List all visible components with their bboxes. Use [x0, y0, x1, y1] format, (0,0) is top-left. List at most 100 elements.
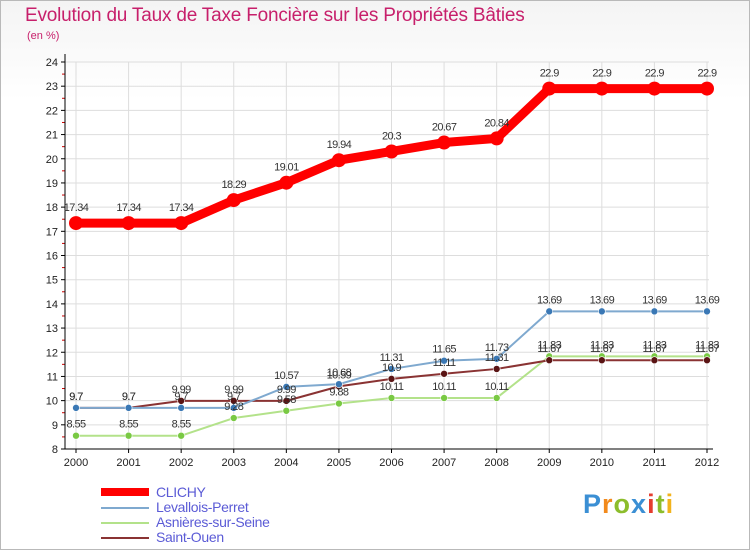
data-label-asnieres-sur-seine: 8.55 [172, 419, 191, 431]
chart-title: Evolution du Taux de Taxe Foncière sur l… [25, 5, 525, 26]
data-label-clichy: 22.9 [592, 68, 611, 80]
data-point-levallois-perret [177, 404, 185, 412]
data-point-clichy [542, 81, 557, 96]
x-tick-label: 2006 [379, 457, 403, 469]
logo-letter: t [655, 489, 666, 519]
data-point-asnieres-sur-seine [387, 394, 396, 402]
data-label-levallois-perret: 9.7 [69, 391, 83, 403]
data-point-levallois-perret [598, 307, 606, 316]
logo-letter: x [631, 489, 648, 519]
data-point-saint-ouen [282, 397, 291, 405]
data-point-clichy [647, 81, 662, 96]
data-label-asnieres-sur-seine: 11.83 [537, 339, 561, 351]
data-point-asnieres-sur-seine [177, 431, 185, 440]
y-tick-label: 24 [46, 57, 58, 69]
data-label-asnieres-sur-seine: 8.55 [119, 419, 138, 431]
data-label-saint-ouen: 9.7 [69, 391, 83, 403]
data-label-levallois-perret: 9.7 [174, 391, 188, 403]
data-point-clichy [594, 81, 609, 96]
data-point-saint-ouen [598, 356, 606, 365]
data-point-asnieres-sur-seine [492, 394, 501, 402]
gridlines [65, 61, 709, 450]
proxiti-logo: Proxiti [583, 489, 674, 520]
data-label-asnieres-sur-seine: 11.83 [590, 339, 614, 351]
data-label-saint-ouen: 9.99 [224, 384, 243, 396]
data-label-levallois-perret: 11.65 [432, 344, 456, 356]
data-label-asnieres-sur-seine: 9.58 [277, 394, 296, 406]
data-label-clichy: 17.34 [116, 202, 141, 214]
data-point-clichy [226, 193, 241, 208]
data-label-saint-ouen: 11.67 [695, 343, 719, 355]
data-point-clichy [700, 81, 714, 96]
y-tick-label: 16 [46, 251, 58, 263]
x-tick-label: 2008 [484, 457, 508, 469]
y-tick-label: 8 [52, 444, 58, 456]
data-label-clichy: 22.9 [697, 68, 716, 80]
legend-swatch-levallois-perret [101, 507, 149, 509]
legend-label-asnieres-sur-seine: Asnières-sur-Seine [156, 514, 270, 530]
data-label-clichy: 20.67 [432, 122, 457, 134]
data-point-saint-ouen [387, 375, 396, 383]
data-point-clichy [69, 216, 83, 231]
y-tick-label: 21 [46, 130, 58, 142]
data-point-saint-ouen [492, 365, 501, 373]
data-point-clichy [279, 175, 294, 190]
axes: 8 9 10 11 12 13 14 15 16 17 18 19 20 21 22 23 24 2000 2001… [46, 54, 719, 469]
data-point-levallois-perret [124, 404, 133, 412]
data-point-asnieres-sur-seine [72, 431, 80, 440]
data-point-asnieres-sur-seine [335, 399, 343, 408]
data-point-levallois-perret [72, 404, 80, 412]
y-tick-label: 12 [46, 347, 58, 359]
logo-letter: P [583, 489, 603, 519]
data-label-levallois-perret: 9.7 [227, 391, 241, 403]
data-label-asnieres-sur-seine: 9.28 [224, 401, 243, 413]
y-tick-label: 22 [46, 105, 58, 117]
data-label-saint-ouen: 11.11 [433, 357, 456, 369]
logo-letter: i [665, 489, 675, 519]
data-label-clichy: 19.94 [327, 139, 352, 151]
data-label-clichy: 20.3 [382, 130, 401, 142]
data-label-saint-ouen: 9.7 [122, 391, 136, 403]
data-point-saint-ouen [650, 356, 659, 365]
x-tick-label: 2001 [116, 457, 140, 469]
data-label-asnieres-sur-seine: 11.83 [643, 339, 667, 351]
chart-unit-label: (en %) [27, 30, 60, 42]
data-point-levallois-perret [282, 383, 291, 391]
data-point-saint-ouen [703, 356, 711, 365]
data-labels: 17.34 17.34 17.34 18.29 19.01 19.94 20.3 20.67 2… [64, 68, 721, 431]
y-tick-label: 11 [47, 371, 58, 383]
data-label-asnieres-sur-seine: 11.83 [695, 339, 719, 351]
data-label-clichy: 22.9 [540, 68, 559, 80]
data-label-clichy: 20.84 [484, 117, 509, 129]
data-label-levallois-perret: 11.73 [485, 342, 509, 354]
y-tick-label: 23 [46, 81, 58, 93]
data-label-saint-ouen: 11.67 [643, 343, 667, 355]
data-point-asnieres-sur-seine [282, 406, 291, 415]
legend-label-clichy: CLICHY [156, 484, 206, 500]
data-label-saint-ouen: 10.9 [382, 362, 401, 374]
data-label-levallois-perret: 13.69 [695, 294, 720, 306]
data-label-asnieres-sur-seine: 8.55 [66, 419, 85, 431]
data-point-saint-ouen [440, 369, 448, 378]
y-tick-label: 20 [46, 154, 58, 166]
x-tick-label: 2012 [695, 457, 719, 469]
data-label-levallois-perret: 11.31 [380, 352, 404, 364]
y-tick-label: 10 [46, 396, 58, 408]
data-label-levallois-perret: 13.69 [642, 294, 667, 306]
data-point-asnieres-sur-seine [229, 414, 238, 422]
x-tick-label: 2007 [432, 457, 456, 469]
logo-letter: i [647, 489, 656, 519]
x-tick-label: 2000 [64, 457, 88, 469]
data-label-saint-ouen: 9.99 [277, 384, 296, 396]
data-label-levallois-perret: 10.57 [274, 370, 299, 382]
y-tick-label: 13 [46, 323, 58, 335]
data-point-levallois-perret [545, 307, 554, 316]
data-label-clichy: 19.01 [274, 162, 299, 174]
data-point-clichy [437, 135, 452, 150]
y-tick-label: 19 [46, 178, 58, 190]
data-point-clichy [384, 144, 399, 159]
logo-letter: r [602, 489, 614, 519]
data-point-levallois-perret [440, 356, 448, 365]
